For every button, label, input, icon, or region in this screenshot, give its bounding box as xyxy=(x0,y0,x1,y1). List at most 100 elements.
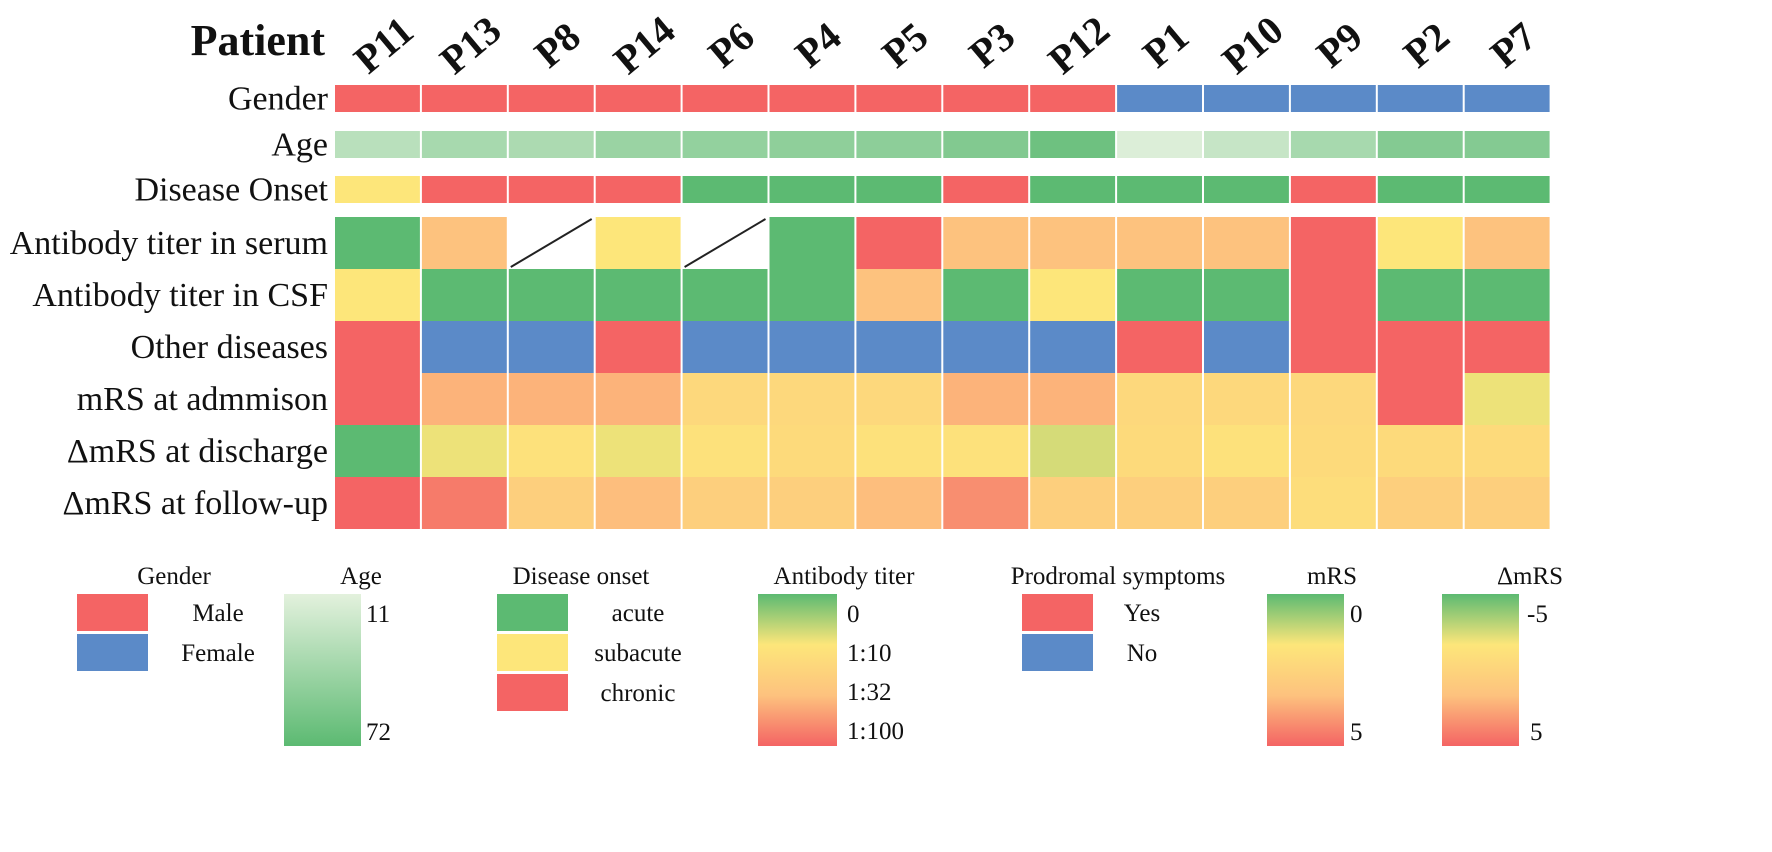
cell-P4-row3 xyxy=(769,217,855,269)
cell-P3-row6 xyxy=(943,373,1029,425)
cell-P3-row7 xyxy=(943,425,1029,477)
patient-header: Patient P11 P13 P8 P14 P6 P4 P5 P3 P12 P1 P10 P9 P2 P7 xyxy=(191,7,1545,83)
cell-P7-row4 xyxy=(1464,269,1550,321)
cell-P10-row6 xyxy=(1204,373,1289,425)
patient-label-P14: P14 xyxy=(605,7,683,83)
prodromal-swatch-No xyxy=(1022,634,1093,671)
cell-P13-row8 xyxy=(421,477,507,529)
cell-P8-row8 xyxy=(508,477,594,529)
cell-P11-row7 xyxy=(335,425,420,477)
onset-legend-label: acute xyxy=(612,600,665,627)
cell-P4-row1 xyxy=(769,131,855,158)
cell-P3-row0 xyxy=(943,85,1029,112)
cell-P11-row8 xyxy=(335,477,420,529)
cell-P3-row2 xyxy=(943,176,1029,203)
cell-P7-row5 xyxy=(1464,321,1550,373)
cell-P10-row1 xyxy=(1204,131,1289,158)
cell-P4-row5 xyxy=(769,321,855,373)
titer-legend-title: Antibody titer xyxy=(774,563,916,590)
cell-P1-row3 xyxy=(1117,217,1202,269)
onset-swatch-chronic xyxy=(497,674,568,711)
row-label: mRS at admmison xyxy=(77,381,328,418)
cell-P3-row8 xyxy=(943,477,1029,529)
dmrs-legend-title: ΔmRS xyxy=(1497,563,1563,590)
mrs-legend-title: mRS xyxy=(1307,563,1357,590)
patient-label-P1: P1 xyxy=(1134,13,1197,76)
patient-label-P5: P5 xyxy=(873,13,936,76)
cell-P6-row7 xyxy=(682,425,768,477)
cell-P5-row2 xyxy=(856,176,942,203)
cell-P6-row8 xyxy=(682,477,768,529)
cell-P14-row7 xyxy=(595,425,681,477)
row-label: Age xyxy=(271,127,328,164)
titer-tick-label: 0 xyxy=(847,601,860,628)
cell-P5-row6 xyxy=(856,373,942,425)
cell-P14-row4 xyxy=(595,269,681,321)
cell-P14-row0 xyxy=(595,85,681,112)
onset-swatch-subacute xyxy=(497,634,568,671)
missing-value-slash xyxy=(684,218,767,268)
cell-P8-row1 xyxy=(508,131,594,158)
age-max-label: 72 xyxy=(366,719,391,746)
onset-swatch-acute xyxy=(497,594,568,631)
onset-legend-label: chronic xyxy=(601,680,676,707)
prodromal-swatch-Yes xyxy=(1022,594,1093,631)
cell-P5-row5 xyxy=(856,321,942,373)
cell-P11-row0 xyxy=(335,85,420,112)
cell-P4-row6 xyxy=(769,373,855,425)
gender-swatch-Female xyxy=(77,634,148,671)
titer-tick-label: 1:10 xyxy=(847,640,891,667)
heatmap-cells xyxy=(335,85,1550,529)
cell-P10-row4 xyxy=(1204,269,1289,321)
cell-P5-row8 xyxy=(856,477,942,529)
cell-P11-row2 xyxy=(335,176,420,203)
cell-P5-row3 xyxy=(856,217,942,269)
row-label: ΔmRS at follow-up xyxy=(62,485,328,522)
onset-legend-label: subacute xyxy=(594,640,681,667)
cell-P12-row8 xyxy=(1030,477,1116,529)
cell-P1-row0 xyxy=(1117,85,1202,112)
cell-P8-row2 xyxy=(508,176,594,203)
row-labels: Gender Age Disease Onset Antibody titer in … xyxy=(10,81,329,523)
cell-P13-row5 xyxy=(421,321,507,373)
mrs-top-label: 0 xyxy=(1350,601,1363,628)
cell-P3-row3 xyxy=(943,217,1029,269)
cell-P3-row1 xyxy=(943,131,1029,158)
cell-P12-row0 xyxy=(1030,85,1116,112)
cell-P13-row7 xyxy=(421,425,507,477)
age-legend-title: Age xyxy=(340,563,382,590)
cell-P13-row3 xyxy=(421,217,507,269)
cell-P1-row5 xyxy=(1117,321,1202,373)
cell-P7-row2 xyxy=(1464,176,1550,203)
cell-P12-row7 xyxy=(1030,425,1116,477)
cell-P5-row7 xyxy=(856,425,942,477)
cell-P12-row2 xyxy=(1030,176,1116,203)
cell-P4-row8 xyxy=(769,477,855,529)
patient-label-P2: P2 xyxy=(1395,13,1458,76)
cell-P12-row5 xyxy=(1030,321,1116,373)
cell-P6-row4 xyxy=(682,269,768,321)
cell-P13-row4 xyxy=(421,269,507,321)
titer-gradient-bar xyxy=(758,594,837,746)
patient-label-P10: P10 xyxy=(1213,7,1291,83)
patient-label-P11: P11 xyxy=(345,8,422,82)
cell-P1-row7 xyxy=(1117,425,1202,477)
patient-label-P3: P3 xyxy=(960,13,1023,76)
cell-P7-row7 xyxy=(1464,425,1550,477)
patient-label-P12: P12 xyxy=(1040,7,1118,83)
cell-P2-row3 xyxy=(1377,217,1463,269)
cell-P14-row2 xyxy=(595,176,681,203)
cell-P3-row4 xyxy=(943,269,1029,321)
dmrs-gradient-bar xyxy=(1442,594,1519,746)
titer-tick-label: 1:32 xyxy=(847,679,891,706)
cell-P14-row6 xyxy=(595,373,681,425)
cell-P10-row2 xyxy=(1204,176,1289,203)
patient-label-P13: P13 xyxy=(431,7,509,83)
age-min-label: 11 xyxy=(366,601,390,628)
cell-P2-row2 xyxy=(1377,176,1463,203)
cell-P10-row5 xyxy=(1204,321,1289,373)
cell-P7-row6 xyxy=(1464,373,1550,425)
cell-P9-row6 xyxy=(1290,373,1376,425)
cell-P12-row1 xyxy=(1030,131,1116,158)
